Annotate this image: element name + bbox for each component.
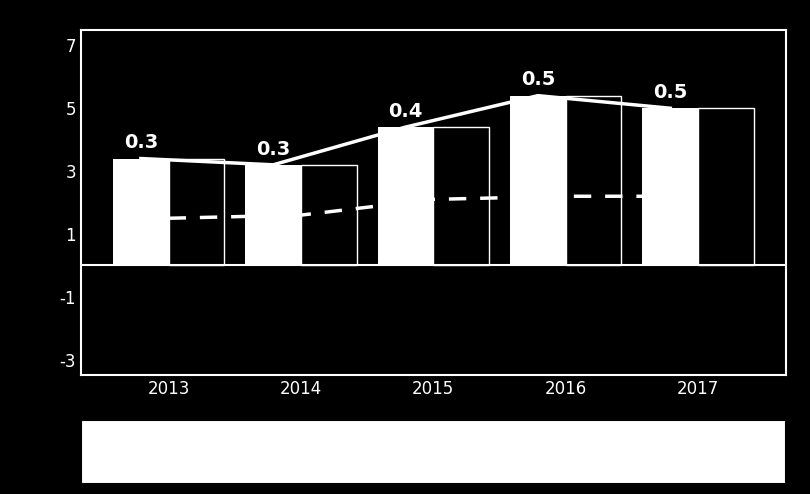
Text: 0.3: 0.3 xyxy=(124,133,158,152)
Text: 0.5: 0.5 xyxy=(653,83,688,102)
Text: 0.4: 0.4 xyxy=(388,102,423,121)
Bar xyxy=(168,159,224,265)
Text: 0.5: 0.5 xyxy=(521,70,555,89)
Bar xyxy=(510,96,565,265)
Bar xyxy=(642,108,698,265)
Bar xyxy=(433,127,489,265)
Bar xyxy=(113,159,168,265)
Bar xyxy=(301,165,356,265)
Bar xyxy=(565,96,621,265)
Bar xyxy=(698,108,753,265)
Bar xyxy=(377,127,433,265)
Text: 0.3: 0.3 xyxy=(256,139,290,159)
Bar xyxy=(245,165,301,265)
